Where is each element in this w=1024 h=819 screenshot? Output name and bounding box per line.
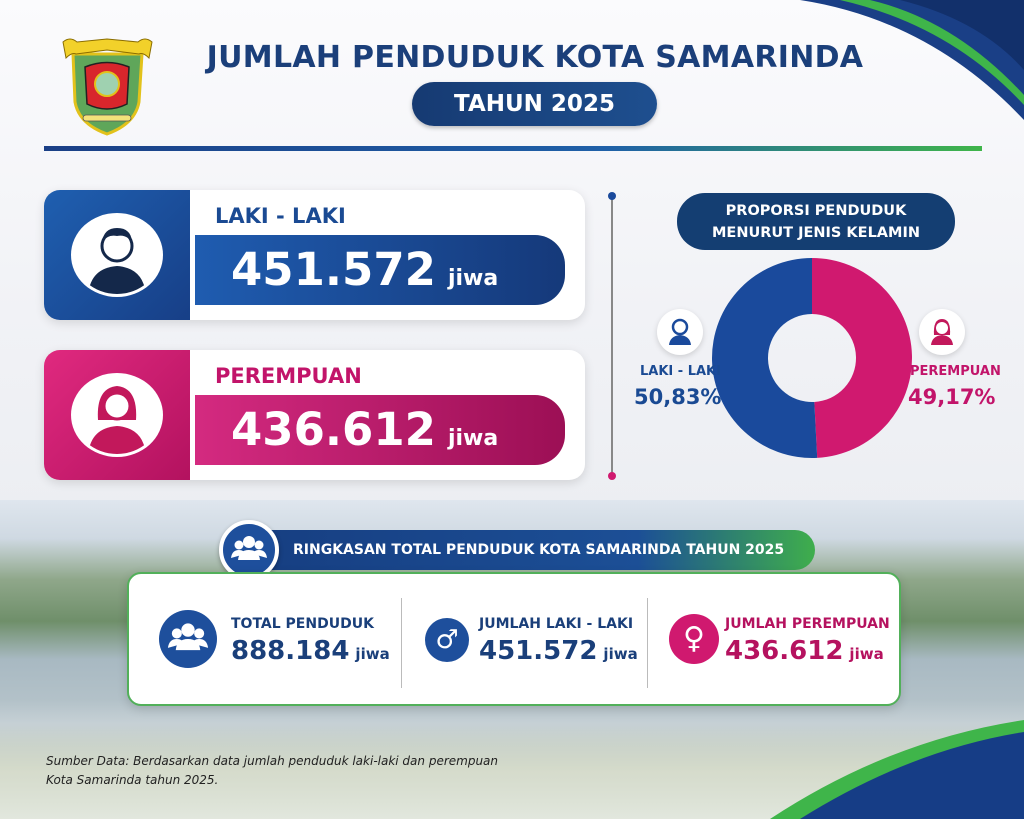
proportion-title-badge: PROPORSI PENDUDUK MENURUT JENIS KELAMIN: [677, 193, 955, 250]
female-count-unit: jiwa: [447, 426, 499, 451]
summary-female-unit: jiwa: [849, 645, 884, 663]
year-badge: TAHUN 2025: [412, 82, 657, 126]
donut-slice-perempuan: [812, 258, 912, 458]
female-symbol-icon: ♀: [669, 614, 719, 664]
summary-total-value: 888.184: [231, 636, 350, 666]
male-legend-icon: [657, 309, 703, 355]
female-count-value: 436.612: [231, 403, 436, 456]
summary-title-banner: RINGKASAN TOTAL PENDUDUK KOTA SAMARINDA …: [225, 530, 815, 570]
proportion-title-line2: MENURUT JENIS KELAMIN: [711, 225, 920, 241]
gender-donut-chart: [712, 258, 912, 458]
male-count-unit: jiwa: [447, 266, 499, 291]
male-percentage: 50,83%: [634, 385, 722, 409]
summary-total-label: TOTAL PENDUDUK: [231, 616, 374, 632]
male-avatar-icon: [71, 213, 163, 297]
divider-dot-top: [608, 192, 616, 200]
female-avatar-icon: [71, 373, 163, 457]
female-count-pill: 436.612 jiwa: [195, 395, 565, 465]
source-line-2: Kota Samarinda tahun 2025.: [46, 773, 219, 787]
male-legend-label: LAKI - LAKI: [640, 364, 721, 379]
vertical-divider: [611, 196, 613, 476]
female-legend-label: PEREMPUAN: [910, 364, 1001, 379]
divider-dot-bottom: [608, 472, 616, 480]
summary-separator: [647, 598, 648, 688]
summary-box: TOTAL PENDUDUK 888.184 jiwa ♂ JUMLAH LAKI…: [127, 572, 901, 706]
female-population-card: PEREMPUAN 436.612 jiwa: [44, 350, 585, 480]
summary-female-value: 436.612: [725, 636, 844, 666]
data-source-note: Sumber Data: Berdasarkan data jumlah pen…: [46, 752, 498, 790]
male-card-label: LAKI - LAKI: [215, 204, 346, 228]
female-legend-icon: [919, 309, 965, 355]
male-card-accent: [44, 190, 190, 320]
summary-male-unit: jiwa: [603, 645, 638, 663]
male-population-card: LAKI - LAKI 451.572 jiwa: [44, 190, 585, 320]
decorative-wave-bottom-right: [770, 720, 1024, 819]
female-percentage: 49,17%: [908, 385, 996, 409]
summary-female-label: JUMLAH PEREMPUAN: [725, 616, 890, 632]
proportion-title-line1: PROPORSI PENDUDUK: [725, 203, 907, 219]
page-title: JUMLAH PENDUDUK KOTA SAMARINDA: [206, 40, 864, 75]
decorative-wave-top-right: [800, 0, 1024, 120]
source-line-1: Sumber Data: Berdasarkan data jumlah pen…: [46, 754, 499, 768]
samarinda-city-emblem-logo: [62, 38, 153, 136]
summary-male-label: JUMLAH LAKI - LAKI: [479, 616, 634, 632]
male-count-value: 451.572: [231, 243, 436, 296]
group-people-icon: [219, 520, 279, 580]
header-divider: [44, 146, 982, 151]
group-people-icon: [159, 610, 217, 668]
donut-slice-laki-laki: [712, 258, 818, 458]
male-symbol-icon: ♂: [425, 618, 469, 662]
summary-separator: [401, 598, 402, 688]
female-card-accent: [44, 350, 190, 480]
male-count-pill: 451.572 jiwa: [195, 235, 565, 305]
summary-male-value: 451.572: [479, 636, 598, 666]
summary-total-unit: jiwa: [355, 645, 390, 663]
female-card-label: PEREMPUAN: [215, 364, 362, 388]
